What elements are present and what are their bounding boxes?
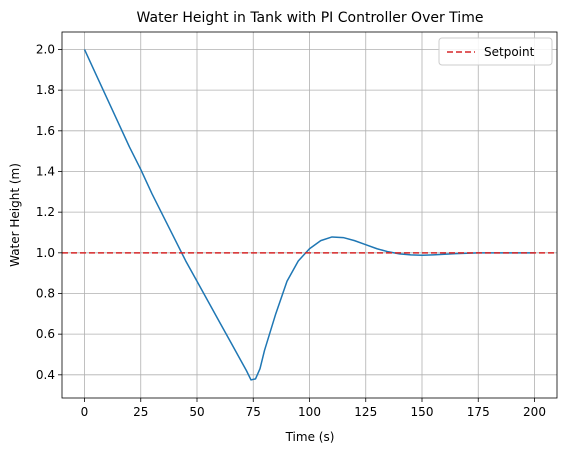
legend-box [438, 37, 553, 66]
y-tick-label: 1.6 [36, 124, 55, 138]
y-tick-label: 1.4 [36, 164, 55, 178]
x-tick-label: 75 [246, 405, 261, 419]
x-tick-label: 125 [354, 405, 377, 419]
x-axis-label: Time (s) [285, 430, 335, 444]
series-line-water-height [83, 49, 535, 381]
x-tick-label: 100 [298, 405, 321, 419]
x-tick-label: 150 [411, 405, 434, 419]
x-tick-label: 50 [189, 405, 204, 419]
legend: Setpoint [438, 37, 553, 66]
y-tick-label: 0.4 [36, 368, 55, 382]
y-tick-label: 0.8 [36, 286, 55, 300]
y-tick-label: 2.0 [36, 42, 55, 56]
legend-label: Setpoint [484, 45, 535, 59]
series-layer [62, 49, 557, 381]
y-tick-label: 1.8 [36, 83, 55, 97]
grid [62, 32, 557, 398]
x-tick-label: 25 [133, 405, 148, 419]
y-tick-label: 1.0 [36, 246, 55, 260]
chart-title: Water Height in Tank with PI Controller … [137, 10, 484, 26]
x-tick-label: 175 [467, 405, 490, 419]
y-tick-label: 0.6 [36, 327, 55, 341]
y-axis-label: Water Height (m) [8, 163, 22, 267]
x-tick-label: 200 [523, 405, 546, 419]
y-tick-label: 1.2 [36, 205, 55, 219]
x-tick-label: 0 [81, 405, 89, 419]
ticks: 0 25 50 75 100 125 150 175 200 0.4 0.6 0.8 1.0 1.2 1.4… [36, 42, 546, 419]
